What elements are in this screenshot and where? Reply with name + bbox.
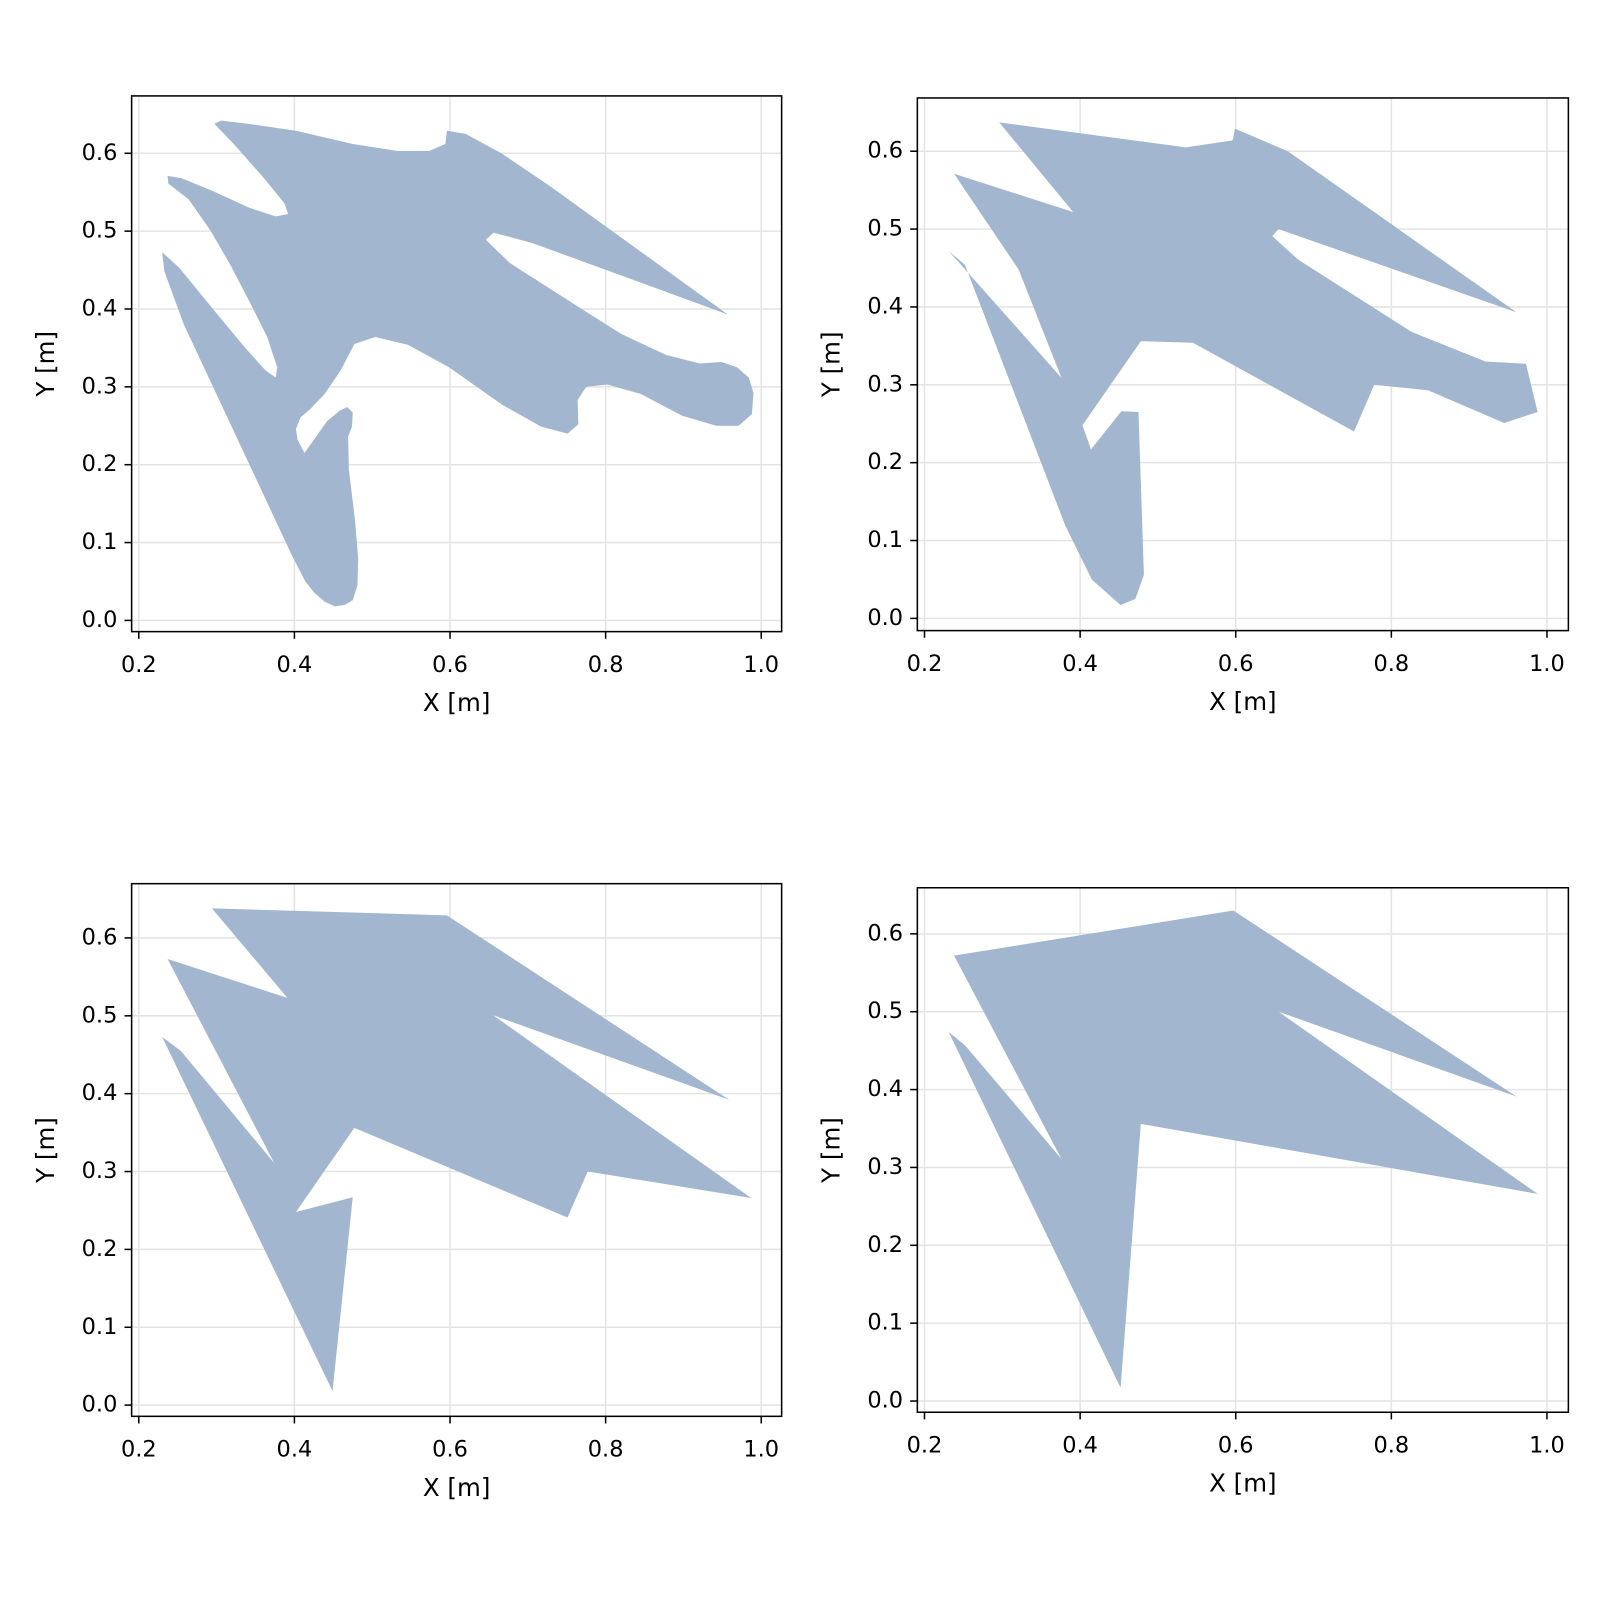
y-axis-label: Y [m]	[817, 1117, 846, 1184]
y-tick-label: 0.1	[82, 1314, 118, 1340]
y-tick-label: 0.3	[82, 373, 118, 399]
x-tick-label: 0.6	[432, 1437, 468, 1463]
y-tick-label: 0.4	[867, 293, 903, 319]
y-tick-label: 0.0	[867, 1388, 903, 1414]
y-tick-label: 0.0	[82, 1392, 118, 1418]
y-axis-label: Y [m]	[31, 1117, 60, 1184]
axes-frame	[130, 882, 783, 1418]
x-tick-label: 0.8	[1374, 1432, 1410, 1458]
x-tick-label: 0.6	[1218, 1432, 1254, 1458]
x-tick-label: 0.8	[588, 652, 624, 678]
y-tick-label: 0.6	[82, 140, 118, 166]
y-tick-label: 0.4	[82, 296, 118, 322]
y-tick-label: 0.1	[82, 529, 118, 555]
area	[948, 910, 1538, 1388]
axes-frame	[916, 97, 1570, 632]
x-tick-label: 0.2	[121, 652, 157, 678]
area	[948, 122, 1538, 606]
y-tick-label: 0.0	[867, 605, 903, 631]
x-tick-label: 0.4	[1062, 651, 1098, 677]
area	[162, 120, 754, 607]
y-tick-label: 0.5	[82, 218, 118, 244]
x-tick-label: 0.2	[907, 651, 943, 677]
y-tick-label: 0.1	[867, 527, 903, 553]
y-tick-label: 0.5	[867, 216, 903, 242]
x-tick-label: 0.4	[277, 652, 313, 678]
y-tick-label: 0.2	[82, 451, 118, 477]
y-tick-label: 0.5	[867, 998, 903, 1024]
x-axis-label: X [m]	[423, 1473, 490, 1502]
x-tick-label: 0.4	[1062, 1432, 1098, 1458]
x-axis-label: X [m]	[1209, 687, 1276, 716]
y-tick-label: 0.4	[82, 1080, 118, 1106]
x-tick-label: 0.2	[121, 1437, 157, 1463]
x-tick-label: 1.0	[743, 652, 779, 678]
x-tick-label: 0.6	[432, 652, 468, 678]
x-tick-label: 1.0	[1529, 651, 1565, 677]
y-axis-label: Y [m]	[31, 331, 60, 398]
y-tick-label: 0.2	[82, 1236, 118, 1262]
x-tick-label: 0.2	[907, 1432, 943, 1458]
y-tick-label: 0.6	[867, 138, 903, 164]
x-axis-label: X [m]	[423, 688, 490, 717]
y-tick-label: 0.2	[867, 449, 903, 475]
y-tick-label: 0.6	[82, 924, 118, 950]
y-tick-label: 0.6	[867, 920, 903, 946]
y-tick-label: 0.0	[82, 607, 118, 633]
y-axis-label: Y [m]	[817, 331, 846, 398]
x-axis-label: X [m]	[1209, 1469, 1276, 1498]
y-tick-label: 0.3	[82, 1158, 118, 1184]
x-tick-label: 0.8	[1374, 651, 1410, 677]
axes-frame	[916, 886, 1570, 1414]
y-tick-label: 0.2	[867, 1232, 903, 1258]
y-tick-label: 0.3	[867, 371, 903, 397]
x-tick-label: 0.8	[588, 1437, 624, 1463]
y-tick-label: 0.1	[867, 1310, 903, 1336]
axes-frame	[130, 95, 783, 633]
y-tick-label: 0.5	[82, 1002, 118, 1028]
area	[162, 908, 752, 1392]
x-tick-label: 0.6	[1218, 651, 1254, 677]
x-tick-label: 0.4	[277, 1437, 313, 1463]
x-tick-label: 1.0	[1529, 1432, 1565, 1458]
y-tick-label: 0.4	[867, 1076, 903, 1102]
y-tick-label: 0.3	[867, 1154, 903, 1180]
x-tick-label: 1.0	[743, 1437, 779, 1463]
